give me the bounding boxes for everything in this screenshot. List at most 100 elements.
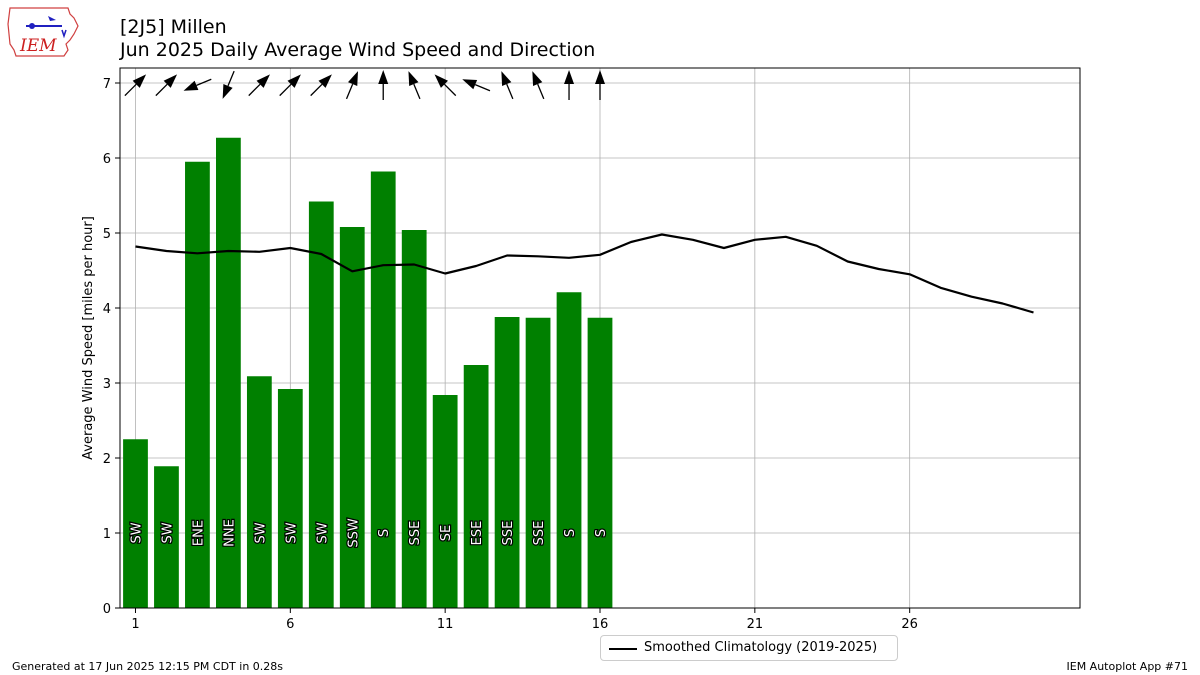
- wind-arrow: [183, 78, 212, 91]
- wind-arrow-head: [434, 74, 448, 88]
- x-axis-ticks: 1 6 11 16 21 26: [131, 608, 918, 632]
- chart-title: [2J5] Millen: [120, 16, 227, 38]
- y-tick-label: 5: [103, 227, 111, 242]
- wind-arrow-head: [532, 71, 543, 86]
- direction-label: SSE: [408, 521, 423, 546]
- wind-bar: [154, 466, 179, 608]
- logo-mark: [61, 29, 67, 39]
- wind-direction-arrows: [124, 70, 605, 100]
- direction-label: S: [563, 529, 578, 537]
- wind-bar: [556, 292, 582, 608]
- wind-arrow: [279, 74, 301, 97]
- y-tick-label: 1: [103, 527, 111, 542]
- wind-arrow-head: [318, 74, 332, 88]
- x-tick-label: 1: [131, 617, 139, 632]
- wind-arrow: [501, 71, 514, 100]
- wind-bar: [308, 201, 334, 608]
- wind-arrow: [532, 71, 545, 100]
- x-tick-label: 21: [747, 617, 764, 632]
- direction-label: ESE: [470, 521, 485, 546]
- climatology-line: [135, 233, 1034, 314]
- y-tick-label: 2: [103, 452, 111, 467]
- bar-series: [123, 137, 613, 608]
- wind-bar: [463, 365, 489, 608]
- wind-arrow-shaft: [279, 83, 292, 97]
- y-tick-label: 3: [103, 377, 111, 392]
- wind-arrow-shaft: [227, 70, 235, 87]
- wind-arrow-head: [222, 84, 233, 99]
- y-tick-label: 6: [103, 152, 111, 167]
- logo-arrow: [48, 16, 56, 21]
- direction-label: SW: [284, 522, 299, 543]
- wind-arrow: [222, 70, 235, 99]
- wind-arrow-shaft: [155, 83, 168, 97]
- direction-label: SW: [315, 522, 330, 543]
- wind-bar: [277, 389, 303, 608]
- direction-label: SSE: [532, 521, 547, 546]
- wind-arrow: [248, 74, 270, 97]
- x-tick-label: 26: [901, 617, 918, 632]
- iowa-outline-logo: IEM: [7, 7, 79, 57]
- wind-arrow: [595, 70, 605, 100]
- wind-arrow: [462, 79, 491, 92]
- wind-bar: [216, 137, 241, 608]
- wind-arrow-head: [287, 74, 301, 88]
- wind-arrow: [408, 71, 421, 100]
- logo-dot: [29, 23, 35, 29]
- direction-label: S: [594, 529, 609, 537]
- x-tick-label: 11: [437, 617, 454, 632]
- legend-line-swatch: [609, 648, 637, 650]
- wind-arrow-shaft: [345, 83, 354, 100]
- x-tick-label: 16: [592, 617, 609, 632]
- chart-subtitle: Jun 2025 Daily Average Wind Speed and Di…: [120, 39, 596, 61]
- wind-bar: [587, 317, 613, 608]
- wind-arrow: [310, 74, 332, 97]
- wind-arrow-head: [564, 70, 575, 84]
- wind-bar: [123, 439, 148, 608]
- y-axis-label: Average Wind Speed [miles per hour]: [81, 216, 96, 460]
- wind-arrow-head: [256, 74, 270, 88]
- y-tick-label: 0: [103, 602, 111, 617]
- wind-arrow-shaft: [474, 84, 491, 92]
- direction-label: ENE: [191, 520, 206, 546]
- wind-arrow-shaft: [537, 83, 545, 100]
- chart-legend: Smoothed Climatology (2019-2025): [600, 635, 898, 661]
- legend-label: Smoothed Climatology (2019-2025): [644, 640, 878, 655]
- wind-arrow-head: [595, 70, 605, 84]
- wind-arrow: [434, 74, 457, 97]
- wind-arrow: [155, 74, 178, 97]
- x-tick-label: 6: [286, 617, 294, 632]
- wind-arrow-shaft: [443, 83, 457, 97]
- direction-labels: SW SW ENE NNE SW SW SW SSW S SSE SE ESE SSE SSE S S: [128, 517, 610, 549]
- wind-arrow-head: [408, 71, 419, 86]
- y-tick-label: 7: [103, 77, 111, 92]
- direction-label: SW: [160, 522, 175, 543]
- wind-arrow-head: [132, 74, 147, 88]
- wind-arrow-head: [183, 80, 199, 91]
- wind-arrow: [345, 71, 358, 100]
- wind-arrow-head: [501, 71, 512, 86]
- y-tick-label: 4: [103, 302, 111, 317]
- y-axis-ticks: 0 1 2 3 4 5 6 7: [103, 77, 120, 617]
- wind-bar: [246, 376, 272, 608]
- wind-arrow-head: [378, 70, 389, 84]
- chart-title-block: [2J5] Millen Jun 2025 Daily Average Wind…: [120, 16, 595, 62]
- direction-label: S: [377, 529, 392, 537]
- state-outline: [7, 7, 79, 57]
- wind-bar: [185, 161, 210, 608]
- wind-bar: [525, 317, 551, 608]
- wind-arrow-head: [462, 79, 478, 90]
- iem-logo: IEM: [6, 4, 80, 62]
- wind-bar: [432, 395, 458, 608]
- wind-bar: [401, 230, 427, 608]
- wind-arrow-shaft: [310, 83, 323, 97]
- direction-label: SW: [129, 522, 144, 543]
- wind-arrow-head: [348, 71, 358, 86]
- wind-arrow-shaft: [196, 78, 212, 86]
- direction-label: SW: [253, 522, 268, 543]
- wind-arrow-head: [163, 74, 178, 88]
- wind-arrow-shaft: [506, 83, 514, 100]
- wind-arrow: [378, 70, 389, 100]
- wind-arrow-shaft: [413, 83, 421, 100]
